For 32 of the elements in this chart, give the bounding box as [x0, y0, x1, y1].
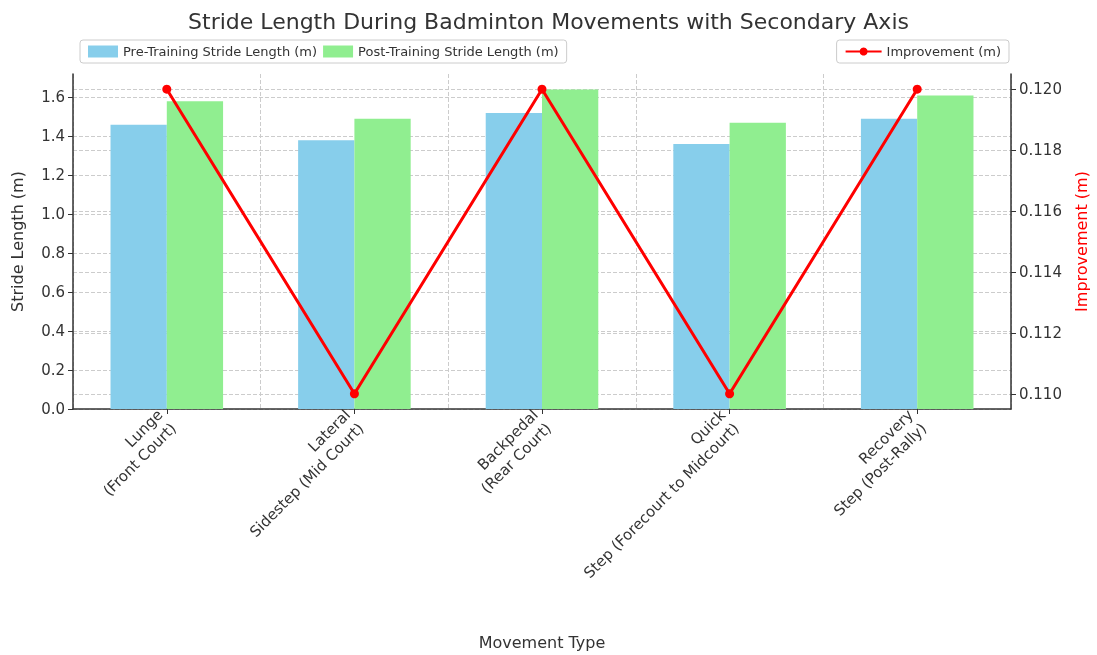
y2-tick-label: 0.112 — [1019, 323, 1062, 342]
y-tick-label: 1.0 — [41, 205, 65, 224]
legend-label: Post-Training Stride Length (m) — [358, 44, 559, 59]
bar — [110, 124, 167, 409]
legend-label: Improvement (m) — [886, 44, 1002, 59]
y-tick-label: 1.2 — [41, 166, 65, 185]
bar — [917, 95, 974, 409]
y2-tick-label: 0.118 — [1019, 141, 1062, 160]
y-tick-label: 0.4 — [41, 322, 65, 341]
y2-tick-label: 0.120 — [1019, 80, 1062, 99]
legend-label: Pre-Training Stride Length (m) — [123, 44, 318, 59]
y-tick-label: 1.4 — [41, 127, 65, 146]
bar — [542, 89, 599, 409]
x-axis-title: Movement Type — [478, 632, 606, 652]
y2-tick-label: 0.110 — [1019, 384, 1062, 403]
bar — [354, 118, 411, 409]
y-tick-label: 0.6 — [41, 283, 65, 302]
y-axis-title: Stride Length (m) — [7, 171, 27, 312]
y-tick-label: 1.6 — [41, 88, 65, 107]
chart-title: Stride Length During Badminton Movements with Secondary Axis — [188, 8, 909, 34]
bar — [860, 118, 918, 409]
y-tick-label: 0.2 — [41, 361, 65, 380]
bar — [485, 112, 542, 409]
y2-axis-title: Improvement (m) — [1071, 171, 1091, 312]
y2-tick-label: 0.114 — [1019, 262, 1062, 281]
y-tick-label: 0.0 — [41, 400, 65, 418]
bar — [298, 140, 355, 409]
bar — [729, 122, 786, 409]
y2-tick-label: 0.116 — [1019, 202, 1062, 221]
bar — [673, 144, 730, 409]
y-tick-label: 0.8 — [41, 244, 65, 263]
bar — [166, 101, 224, 409]
